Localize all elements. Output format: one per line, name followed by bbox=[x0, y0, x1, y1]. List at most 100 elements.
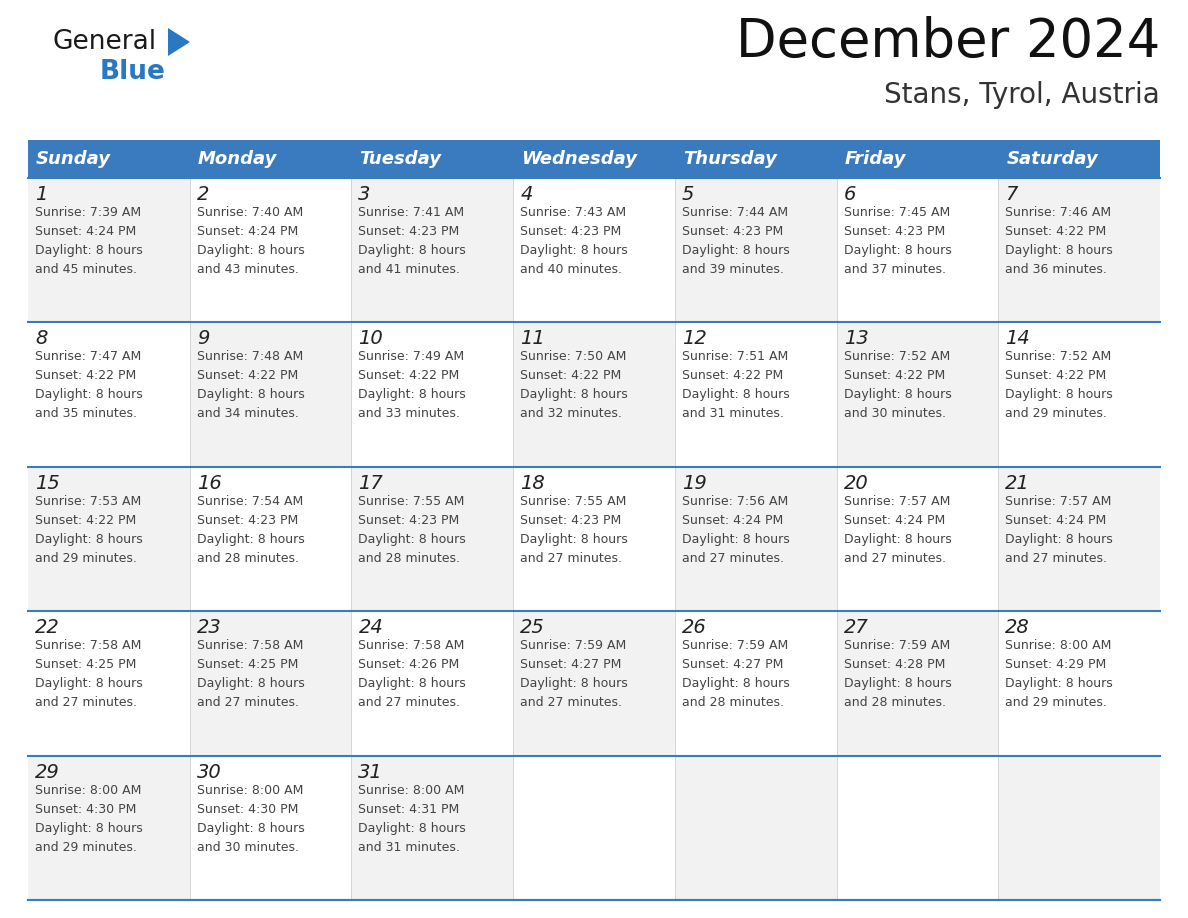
Text: and 30 minutes.: and 30 minutes. bbox=[197, 841, 298, 854]
Text: General: General bbox=[52, 29, 156, 55]
Text: and 43 minutes.: and 43 minutes. bbox=[197, 263, 298, 276]
Text: Daylight: 8 hours: Daylight: 8 hours bbox=[520, 532, 628, 546]
Bar bbox=[675, 466, 836, 611]
Text: Sunrise: 7:54 AM: Sunrise: 7:54 AM bbox=[197, 495, 303, 508]
Text: Sunset: 4:25 PM: Sunset: 4:25 PM bbox=[34, 658, 137, 671]
Text: and 27 minutes.: and 27 minutes. bbox=[197, 696, 298, 710]
Text: and 28 minutes.: and 28 minutes. bbox=[359, 552, 461, 565]
Text: 31: 31 bbox=[359, 763, 384, 781]
Text: 8: 8 bbox=[34, 330, 48, 349]
Bar bbox=[998, 178, 1159, 322]
Text: 11: 11 bbox=[520, 330, 545, 349]
Text: and 27 minutes.: and 27 minutes. bbox=[1005, 552, 1107, 565]
Text: Daylight: 8 hours: Daylight: 8 hours bbox=[520, 677, 628, 690]
Bar bbox=[675, 140, 836, 178]
Text: and 29 minutes.: and 29 minutes. bbox=[1005, 408, 1107, 420]
Text: 29: 29 bbox=[34, 763, 59, 781]
Bar bbox=[29, 466, 190, 611]
Bar bbox=[998, 466, 1159, 611]
Text: Sunset: 4:22 PM: Sunset: 4:22 PM bbox=[34, 369, 137, 383]
Text: Sunrise: 7:44 AM: Sunrise: 7:44 AM bbox=[682, 206, 788, 219]
Text: Sunset: 4:22 PM: Sunset: 4:22 PM bbox=[682, 369, 783, 383]
Text: and 29 minutes.: and 29 minutes. bbox=[34, 552, 137, 565]
Text: 16: 16 bbox=[197, 474, 221, 493]
Text: Sunrise: 7:58 AM: Sunrise: 7:58 AM bbox=[359, 639, 465, 652]
Text: Sunrise: 7:59 AM: Sunrise: 7:59 AM bbox=[843, 639, 950, 652]
Text: Sunrise: 7:41 AM: Sunrise: 7:41 AM bbox=[359, 206, 465, 219]
Bar bbox=[675, 322, 836, 466]
Text: Daylight: 8 hours: Daylight: 8 hours bbox=[34, 244, 143, 257]
Text: Daylight: 8 hours: Daylight: 8 hours bbox=[1005, 532, 1113, 546]
Bar bbox=[190, 322, 352, 466]
Text: Sunrise: 7:39 AM: Sunrise: 7:39 AM bbox=[34, 206, 141, 219]
Bar bbox=[675, 611, 836, 756]
Text: Sunset: 4:22 PM: Sunset: 4:22 PM bbox=[34, 514, 137, 527]
Text: 22: 22 bbox=[34, 618, 59, 637]
Text: Daylight: 8 hours: Daylight: 8 hours bbox=[682, 532, 790, 546]
Bar bbox=[29, 178, 190, 322]
Text: and 33 minutes.: and 33 minutes. bbox=[359, 408, 460, 420]
Text: Daylight: 8 hours: Daylight: 8 hours bbox=[197, 532, 304, 546]
Text: Sunset: 4:23 PM: Sunset: 4:23 PM bbox=[359, 225, 460, 238]
Text: and 27 minutes.: and 27 minutes. bbox=[682, 552, 784, 565]
Text: Sunrise: 8:00 AM: Sunrise: 8:00 AM bbox=[359, 784, 465, 797]
Text: Daylight: 8 hours: Daylight: 8 hours bbox=[359, 822, 466, 834]
Text: Sunrise: 7:57 AM: Sunrise: 7:57 AM bbox=[1005, 495, 1112, 508]
Text: 23: 23 bbox=[197, 618, 221, 637]
Text: and 28 minutes.: and 28 minutes. bbox=[682, 696, 784, 710]
Text: Sunset: 4:24 PM: Sunset: 4:24 PM bbox=[682, 514, 783, 527]
Text: Daylight: 8 hours: Daylight: 8 hours bbox=[1005, 244, 1113, 257]
Text: Sunrise: 7:58 AM: Sunrise: 7:58 AM bbox=[34, 639, 141, 652]
Text: Daylight: 8 hours: Daylight: 8 hours bbox=[1005, 677, 1113, 690]
Text: Sunrise: 7:59 AM: Sunrise: 7:59 AM bbox=[682, 639, 788, 652]
Text: 4: 4 bbox=[520, 185, 532, 204]
Text: 5: 5 bbox=[682, 185, 694, 204]
Text: Sunrise: 7:53 AM: Sunrise: 7:53 AM bbox=[34, 495, 141, 508]
Text: Tuesday: Tuesday bbox=[360, 150, 442, 168]
Text: and 31 minutes.: and 31 minutes. bbox=[359, 841, 460, 854]
Text: 7: 7 bbox=[1005, 185, 1018, 204]
Text: and 28 minutes.: and 28 minutes. bbox=[843, 696, 946, 710]
Bar bbox=[352, 756, 513, 900]
Text: Sunset: 4:24 PM: Sunset: 4:24 PM bbox=[1005, 514, 1106, 527]
Text: Sunrise: 7:55 AM: Sunrise: 7:55 AM bbox=[359, 495, 465, 508]
Text: Sunrise: 7:45 AM: Sunrise: 7:45 AM bbox=[843, 206, 950, 219]
Bar bbox=[352, 140, 513, 178]
Text: and 27 minutes.: and 27 minutes. bbox=[520, 696, 623, 710]
Bar bbox=[998, 322, 1159, 466]
Text: 1: 1 bbox=[34, 185, 48, 204]
Text: Daylight: 8 hours: Daylight: 8 hours bbox=[359, 532, 466, 546]
Text: Sunrise: 7:43 AM: Sunrise: 7:43 AM bbox=[520, 206, 626, 219]
Text: and 36 minutes.: and 36 minutes. bbox=[1005, 263, 1107, 276]
Bar bbox=[190, 178, 352, 322]
Text: Sunset: 4:22 PM: Sunset: 4:22 PM bbox=[197, 369, 298, 383]
Bar bbox=[513, 756, 675, 900]
Text: Blue: Blue bbox=[100, 59, 166, 85]
Text: 3: 3 bbox=[359, 185, 371, 204]
Bar bbox=[29, 322, 190, 466]
Text: 20: 20 bbox=[843, 474, 868, 493]
Bar bbox=[836, 756, 998, 900]
Text: Sunset: 4:22 PM: Sunset: 4:22 PM bbox=[1005, 225, 1106, 238]
Bar bbox=[352, 178, 513, 322]
Text: Sunset: 4:30 PM: Sunset: 4:30 PM bbox=[197, 802, 298, 815]
Text: Sunset: 4:26 PM: Sunset: 4:26 PM bbox=[359, 658, 460, 671]
Bar bbox=[675, 756, 836, 900]
Text: Sunrise: 8:00 AM: Sunrise: 8:00 AM bbox=[197, 784, 303, 797]
Text: Wednesday: Wednesday bbox=[522, 150, 637, 168]
Text: Daylight: 8 hours: Daylight: 8 hours bbox=[197, 822, 304, 834]
Text: Sunday: Sunday bbox=[36, 150, 110, 168]
Text: Daylight: 8 hours: Daylight: 8 hours bbox=[359, 244, 466, 257]
Text: Daylight: 8 hours: Daylight: 8 hours bbox=[34, 677, 143, 690]
Text: Sunset: 4:23 PM: Sunset: 4:23 PM bbox=[682, 225, 783, 238]
Text: Sunset: 4:23 PM: Sunset: 4:23 PM bbox=[843, 225, 944, 238]
Bar bbox=[998, 611, 1159, 756]
Text: Sunrise: 8:00 AM: Sunrise: 8:00 AM bbox=[34, 784, 141, 797]
Text: Daylight: 8 hours: Daylight: 8 hours bbox=[34, 532, 143, 546]
Text: Monday: Monday bbox=[197, 150, 277, 168]
Bar bbox=[190, 466, 352, 611]
Text: and 30 minutes.: and 30 minutes. bbox=[843, 408, 946, 420]
Text: Sunset: 4:23 PM: Sunset: 4:23 PM bbox=[520, 514, 621, 527]
Bar bbox=[998, 756, 1159, 900]
Bar bbox=[836, 178, 998, 322]
